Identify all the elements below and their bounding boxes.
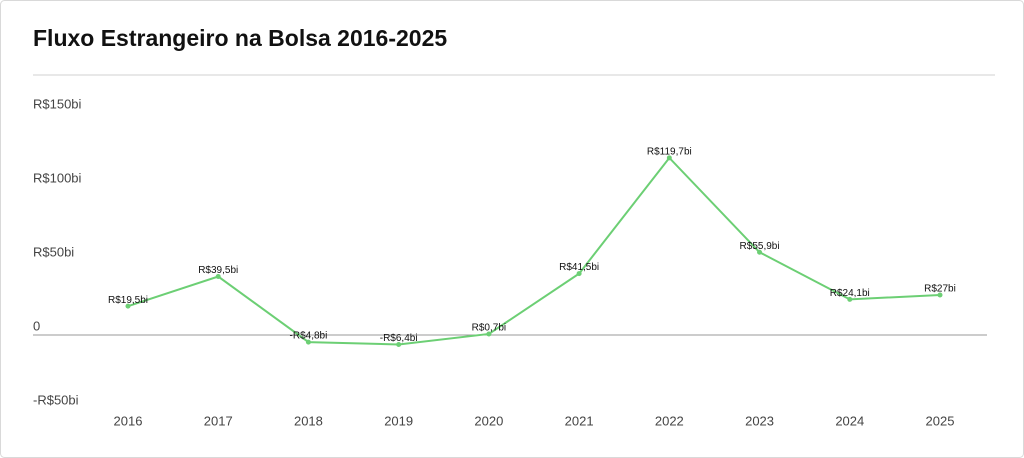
point xyxy=(215,274,221,280)
data-label: R$41,5bi xyxy=(559,262,599,273)
data-label: R$39,5bi xyxy=(198,265,238,276)
x-tick-label: 2016 xyxy=(114,413,143,428)
data-label: R$19,5bi xyxy=(108,295,148,306)
point xyxy=(937,292,943,298)
y-tick-label: R$100bi xyxy=(33,170,82,185)
data-label: R$55,9bi xyxy=(740,241,780,252)
point xyxy=(757,249,763,255)
line xyxy=(127,156,941,346)
x-tick-label: 2017 xyxy=(204,413,233,428)
data-label: R$0,7bi xyxy=(472,323,506,334)
x-tick-label: 2020 xyxy=(474,413,503,428)
data-label: R$27bi xyxy=(924,284,956,295)
x-tick-label: 2023 xyxy=(745,413,774,428)
x-tick-label: 2021 xyxy=(565,413,594,428)
x-tick-label: 2022 xyxy=(655,413,684,428)
data-label: -R$6,4bi xyxy=(380,333,418,344)
x-tick-label: 2025 xyxy=(926,413,955,428)
point xyxy=(486,331,492,337)
point xyxy=(666,155,672,161)
y-tick-label: R$50bi xyxy=(33,244,74,259)
point xyxy=(125,303,131,309)
data-label: -R$4,8bi xyxy=(290,331,328,342)
data-label: R$119,7bi xyxy=(647,146,692,157)
chart-title: Fluxo Estrangeiro na Bolsa 2016-2025 xyxy=(33,25,447,51)
x-tick-label: 2018 xyxy=(294,413,323,428)
point xyxy=(305,339,311,345)
y-tick-label: 0 xyxy=(33,318,40,333)
data-label: R$24,1bi xyxy=(830,288,870,299)
point xyxy=(576,271,582,277)
point xyxy=(847,296,853,302)
x-tick-label: 2019 xyxy=(384,413,413,428)
point xyxy=(396,341,402,347)
x-tick-label: 2024 xyxy=(835,413,864,428)
y-tick-label: R$150bi xyxy=(33,96,82,111)
y-tick-label: -R$50bi xyxy=(33,392,79,407)
